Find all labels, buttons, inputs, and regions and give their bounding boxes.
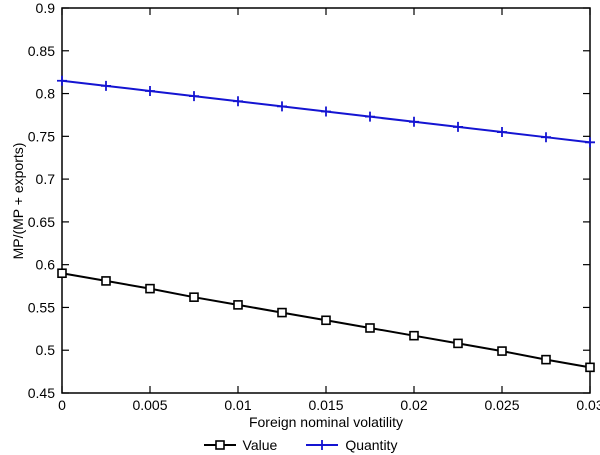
legend-item-quantity: Quantity [305, 437, 397, 453]
x-tick-label: 0.025 [484, 397, 519, 413]
plus-marker [233, 96, 243, 107]
quantity-plus-marker-icon [306, 440, 339, 450]
square-marker [365, 323, 375, 333]
y-axis-label: MP/(MP + exports) [10, 142, 26, 260]
legend-label-value: Value [242, 437, 278, 453]
square-marker [541, 354, 551, 365]
square-marker [453, 338, 463, 349]
plus-marker [541, 132, 551, 143]
plus-marker [277, 101, 287, 112]
plus-marker [57, 75, 67, 86]
plus-marker [497, 127, 507, 138]
y-tick-label: 0.85 [28, 43, 55, 59]
square-marker [101, 276, 111, 286]
square-marker [233, 300, 243, 310]
axes-box [61, 7, 591, 394]
x-tick-label: 0.005 [132, 397, 167, 413]
y-tick-label: 0.6 [36, 257, 56, 273]
y-tick-label: 0.5 [36, 342, 56, 358]
square-marker [145, 283, 155, 294]
y-tick-label: 0.65 [28, 214, 55, 230]
y-tick-label: 0.55 [28, 299, 55, 315]
plus-marker [145, 85, 155, 96]
value-square-marker-icon [203, 440, 236, 450]
y-tick-label: 0.75 [28, 128, 55, 144]
legend: Value Quantity [0, 437, 600, 453]
square-marker [497, 346, 507, 356]
x-tick-label: 0.02 [400, 397, 427, 413]
plus-marker [453, 121, 463, 132]
legend-item-value: Value [203, 437, 278, 453]
y-tick-label: 0.8 [36, 86, 56, 102]
square-marker [585, 362, 595, 373]
square-marker [321, 315, 331, 326]
x-tick-label: 0.03 [576, 397, 600, 413]
y-tick-label: 0.45 [28, 385, 55, 401]
square-marker [57, 268, 67, 279]
plus-marker [321, 106, 331, 117]
square-marker [409, 330, 419, 341]
y-tick-label: 0.9 [36, 0, 56, 16]
plus-marker [409, 116, 419, 127]
legend-label-quantity: Quantity [345, 437, 398, 453]
plus-marker [365, 111, 375, 122]
x-tick-label: 0.01 [224, 397, 251, 413]
plus-marker [585, 137, 595, 148]
square-marker [189, 292, 199, 302]
square-marker [277, 307, 287, 318]
x-axis-label: Foreign nominal volatility [248, 414, 404, 430]
plus-marker [101, 80, 111, 91]
x-tick-label: 0.015 [308, 397, 343, 413]
plus-marker [189, 91, 199, 102]
y-tick-label: 0.7 [36, 171, 56, 187]
x-tick-label: 0 [58, 397, 66, 413]
